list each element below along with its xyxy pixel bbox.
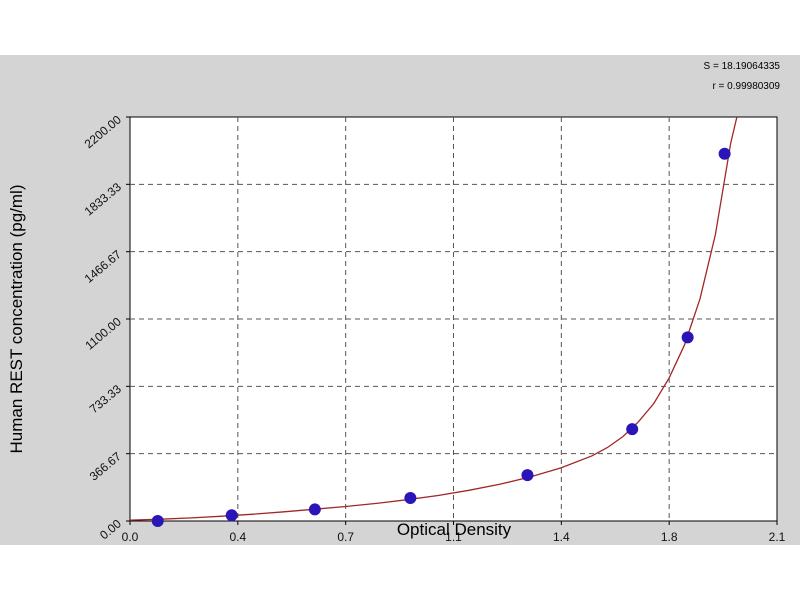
fit-curve-path <box>129 116 738 521</box>
x-tick-label: 0.4 <box>229 530 246 544</box>
data-point <box>681 331 694 344</box>
data-point <box>521 469 534 482</box>
y-tick-label: 1466.67 <box>82 247 124 286</box>
y-tick-label: 1833.33 <box>82 180 124 219</box>
grid-lines <box>126 116 778 525</box>
x-tick-label: 0.7 <box>337 530 354 544</box>
data-point <box>404 492 417 505</box>
data-point <box>308 503 321 516</box>
data-point <box>626 423 639 436</box>
x-tick-label: 2.1 <box>769 530 786 544</box>
y-axis-title: Human REST concentration (pg/ml) <box>7 185 26 454</box>
y-tick-label: 366.67 <box>87 449 124 484</box>
data-point <box>225 509 238 522</box>
stat-r-value: r = 0.99980309 <box>712 81 780 92</box>
y-tick-label: 0.00 <box>97 516 124 542</box>
y-tick-labels: 0.00 366.67 733.33 1100.00 1466.67 1833.33 220… <box>82 112 124 542</box>
chart-figure: 0.0 0.4 0.7 1.1 1.4 1.8 2.1 0.00 366.67 733.33 11… <box>0 55 800 545</box>
y-tick-label: 733.33 <box>87 382 124 417</box>
x-tick-label: 1.4 <box>553 530 570 544</box>
x-tick-label: 1.1 <box>445 530 462 544</box>
data-point <box>718 147 731 160</box>
x-tick-label: 0.0 <box>122 530 139 544</box>
data-points <box>151 147 731 527</box>
fit-curve <box>129 116 738 521</box>
stat-s-value: S = 18.19064335 <box>704 61 781 72</box>
chart-svg: 0.0 0.4 0.7 1.1 1.4 1.8 2.1 0.00 366.67 733.33 11… <box>7 61 786 544</box>
y-tick-label: 2200.00 <box>82 112 124 151</box>
y-tick-label: 1100.00 <box>82 314 124 352</box>
data-point <box>151 515 164 527</box>
x-tick-label: 1.8 <box>661 530 678 544</box>
x-tick-labels: 0.0 0.4 0.7 1.1 1.4 1.8 2.1 <box>122 530 786 544</box>
x-axis-title: Optical Density <box>397 520 512 539</box>
